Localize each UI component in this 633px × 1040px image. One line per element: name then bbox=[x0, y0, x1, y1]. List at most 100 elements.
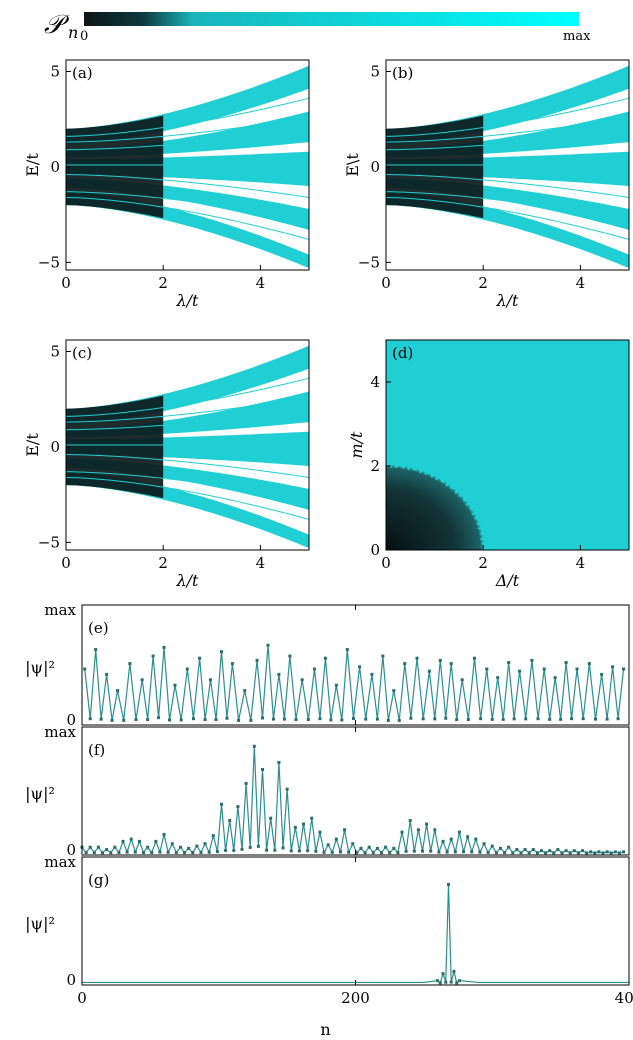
data-point bbox=[601, 851, 605, 855]
data-point bbox=[323, 656, 327, 660]
data-point bbox=[392, 846, 396, 850]
data-point bbox=[198, 656, 202, 660]
data-point bbox=[146, 845, 150, 849]
data-point bbox=[441, 972, 445, 976]
data-point bbox=[209, 678, 213, 682]
data-point bbox=[613, 850, 617, 854]
data-point bbox=[137, 839, 141, 843]
data-point bbox=[310, 816, 314, 820]
x-axis-label: n bbox=[320, 1020, 330, 1039]
data-point bbox=[375, 846, 379, 850]
data-point bbox=[88, 845, 92, 849]
data-point bbox=[444, 716, 448, 720]
data-point bbox=[224, 848, 228, 852]
colorbar-label-subscript: n bbox=[68, 23, 78, 42]
data-point bbox=[113, 845, 117, 849]
data-point bbox=[466, 835, 470, 839]
data-point bbox=[367, 845, 371, 849]
panel-d: 0 2 4 0 2 4 (d) Δ/t m/t bbox=[347, 339, 630, 590]
data-point bbox=[556, 848, 560, 852]
data-point bbox=[438, 981, 442, 985]
dark-region bbox=[386, 115, 484, 219]
x-tick-label: 0 bbox=[61, 274, 71, 292]
state-line bbox=[385, 191, 630, 221]
x-tick-label: 4 bbox=[256, 554, 266, 572]
state-line bbox=[65, 476, 310, 520]
y-tick-label: 2 bbox=[370, 457, 380, 475]
data-point bbox=[306, 849, 310, 853]
data-point bbox=[128, 662, 132, 666]
axes-frame bbox=[385, 339, 630, 551]
x-tick-label: 4 bbox=[256, 274, 266, 292]
data-point bbox=[166, 850, 170, 854]
x-tick-label: 0 bbox=[381, 554, 391, 572]
data-point bbox=[570, 717, 574, 721]
x-tick-label: 4 bbox=[576, 274, 586, 292]
data-point bbox=[501, 717, 505, 721]
data-point bbox=[518, 669, 522, 673]
data-point bbox=[593, 851, 597, 855]
data-point bbox=[511, 851, 515, 855]
data-point bbox=[105, 672, 109, 676]
wavefunction-line bbox=[84, 645, 625, 721]
data-point bbox=[425, 822, 429, 826]
data-point bbox=[230, 662, 234, 666]
x-tick-label: 0 bbox=[77, 989, 87, 1007]
data-point bbox=[600, 672, 604, 676]
data-point bbox=[314, 849, 318, 853]
panel-e: max 0 (e) |ψ|² bbox=[25, 601, 630, 729]
panel-b: 0 2 4−505 (b)λ/tE\t bbox=[343, 59, 630, 310]
data-point bbox=[379, 851, 383, 855]
data-point bbox=[215, 850, 219, 854]
data-point bbox=[83, 667, 87, 671]
state-line bbox=[65, 471, 310, 501]
data-point bbox=[185, 667, 189, 671]
data-point bbox=[536, 717, 540, 721]
data-point bbox=[478, 850, 482, 854]
panel-label: (e) bbox=[88, 619, 109, 637]
data-point bbox=[183, 851, 187, 855]
data-point bbox=[622, 850, 626, 854]
data-point bbox=[273, 848, 277, 852]
y-tick-label: 5 bbox=[50, 342, 60, 360]
data-point bbox=[527, 851, 531, 855]
data-point bbox=[449, 837, 453, 841]
data-point bbox=[472, 656, 476, 660]
x-tick-label: 400 bbox=[615, 989, 633, 1007]
data-point bbox=[408, 819, 412, 823]
data-point bbox=[552, 851, 556, 855]
data-point bbox=[409, 716, 413, 720]
data-point bbox=[340, 718, 344, 722]
data-point bbox=[266, 643, 270, 647]
data-point bbox=[421, 717, 425, 721]
x-axis-label: λ/t bbox=[176, 291, 200, 310]
data-point bbox=[225, 716, 229, 720]
y-tick-label: −5 bbox=[38, 253, 60, 271]
data-point bbox=[568, 851, 572, 855]
data-point bbox=[564, 849, 568, 853]
data-point bbox=[105, 848, 109, 852]
data-point bbox=[535, 851, 539, 855]
y-tick-label: 0 bbox=[370, 158, 380, 176]
y-tick-label: 0 bbox=[50, 438, 60, 456]
data-point bbox=[449, 980, 453, 984]
data-point bbox=[249, 718, 253, 722]
data-point bbox=[597, 850, 601, 854]
data-point bbox=[530, 658, 534, 662]
data-point bbox=[330, 850, 334, 854]
panel-label: (f) bbox=[88, 741, 105, 759]
data-point bbox=[359, 846, 363, 850]
data-point bbox=[375, 717, 379, 721]
data-point bbox=[523, 848, 527, 852]
data-point bbox=[548, 849, 552, 853]
data-point bbox=[416, 828, 420, 832]
data-point bbox=[129, 837, 133, 841]
data-point bbox=[429, 849, 433, 853]
data-point bbox=[179, 718, 183, 722]
data-point bbox=[560, 851, 564, 855]
data-point bbox=[503, 851, 507, 855]
data-point bbox=[312, 667, 316, 671]
y-axis-label: |ψ|² bbox=[25, 784, 55, 803]
y-tick-label: −5 bbox=[38, 533, 60, 551]
localized-region bbox=[66, 115, 164, 219]
